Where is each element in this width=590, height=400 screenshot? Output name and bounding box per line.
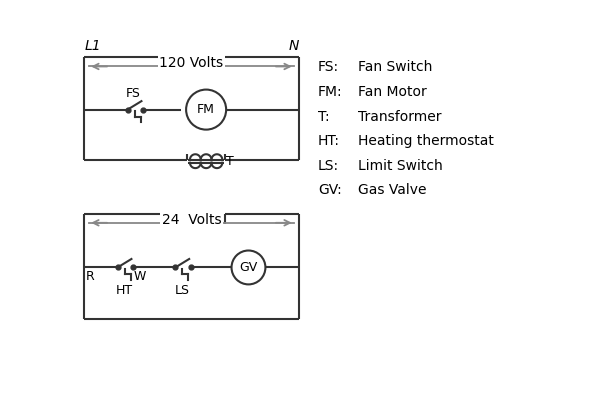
Text: Limit Switch: Limit Switch xyxy=(358,159,442,173)
Text: Gas Valve: Gas Valve xyxy=(358,184,427,198)
Text: HT:: HT: xyxy=(318,134,340,148)
Text: FS:: FS: xyxy=(318,60,339,74)
Text: GV: GV xyxy=(240,261,258,274)
Text: FS: FS xyxy=(126,86,141,100)
Text: W: W xyxy=(134,270,146,283)
Text: T:: T: xyxy=(318,110,329,124)
Text: FM:: FM: xyxy=(318,85,342,99)
Text: Heating thermostat: Heating thermostat xyxy=(358,134,494,148)
Text: R: R xyxy=(86,270,95,283)
Text: GV:: GV: xyxy=(318,184,342,198)
Text: FM: FM xyxy=(197,103,215,116)
Text: HT: HT xyxy=(116,284,133,297)
Text: L1: L1 xyxy=(84,39,101,53)
Text: 24  Volts: 24 Volts xyxy=(162,213,221,227)
Text: N: N xyxy=(288,39,299,53)
Text: Transformer: Transformer xyxy=(358,110,441,124)
Text: Fan Switch: Fan Switch xyxy=(358,60,432,74)
Text: Fan Motor: Fan Motor xyxy=(358,85,427,99)
Text: 120 Volts: 120 Volts xyxy=(159,56,224,70)
Text: LS:: LS: xyxy=(318,159,339,173)
Text: LS: LS xyxy=(175,284,190,297)
Text: T: T xyxy=(226,155,234,168)
